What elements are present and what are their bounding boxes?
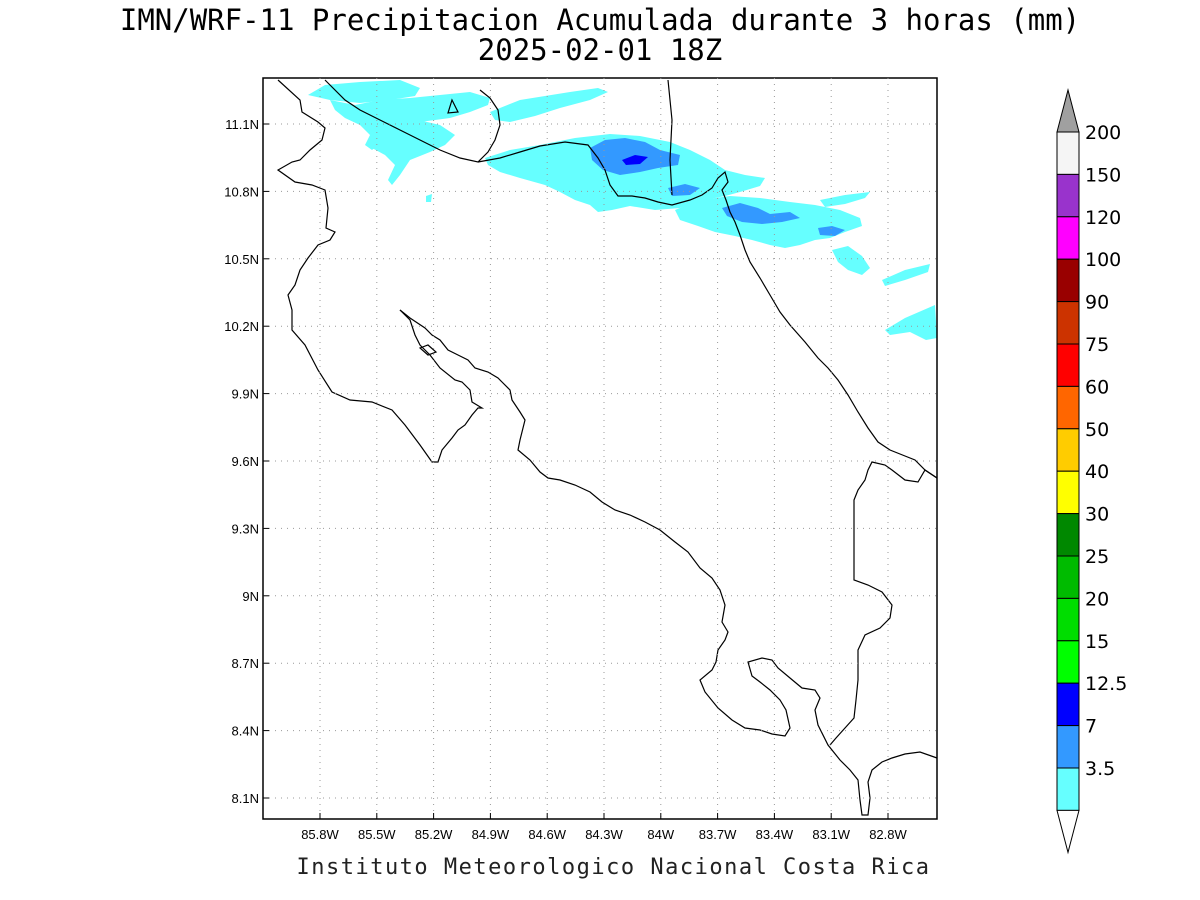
colorbar-label: 25 — [1085, 546, 1109, 568]
precip-area-light — [490, 88, 608, 122]
lon-tick-label: 85.2W — [415, 827, 453, 842]
colorbar-label: 3.5 — [1085, 758, 1115, 780]
colorbar-label: 7 — [1085, 716, 1097, 738]
colorbar-swatch — [1056, 343, 1080, 387]
lat-tick-label: 9.3N — [232, 521, 259, 536]
colorbar-swatch — [1056, 555, 1080, 599]
colorbar-label: 12.5 — [1085, 673, 1127, 695]
colorbar-label: 90 — [1085, 292, 1109, 314]
precip-area-light — [820, 192, 870, 207]
colorbar-label: 200 — [1085, 122, 1121, 144]
lon-tick-label: 85.5W — [358, 827, 396, 842]
precip-area-light — [882, 264, 930, 286]
colorbar-label: 120 — [1085, 207, 1121, 229]
precip-area-medium — [668, 184, 700, 196]
lat-tick-label: 10.5N — [224, 252, 259, 267]
lat-tick-label: 8.7N — [232, 656, 259, 671]
lon-tick-label: 84.9W — [472, 827, 510, 842]
colorbar-swatch — [1056, 385, 1080, 430]
map-frame — [262, 77, 938, 820]
colorbar-swatch — [1056, 725, 1080, 769]
precip-area-light — [885, 305, 937, 340]
colorbar-bottom-arrow — [1056, 809, 1080, 855]
colorbar-swatch — [1056, 682, 1080, 727]
lat-tick-label: 9.9N — [232, 387, 259, 402]
footer-credit: Instituto Meteorologico Nacional Costa R… — [296, 855, 931, 880]
lat-tick-label: 10.2N — [224, 319, 259, 334]
lon-tick-label: 84.6W — [528, 827, 566, 842]
colorbar-label: 40 — [1085, 461, 1109, 483]
precip-area-light — [372, 118, 455, 185]
latitude-axis: 11.1N 10.8N 10.5N 10.2N 9.9N 9.6N 9.3N 9N 8.7N 8.… — [224, 117, 269, 806]
colorbar-swatch — [1056, 131, 1080, 175]
lat-tick-label: 8.4N — [232, 724, 259, 739]
colorbar-swatch — [1056, 428, 1080, 472]
colorbar-swatch — [1056, 767, 1080, 811]
colorbar-swatch — [1056, 470, 1080, 515]
lat-tick-label: 9.6N — [232, 454, 259, 469]
coastline-outline — [276, 79, 938, 816]
colorbar-legend: 200 150 120 100 90 75 60 50 40 30 25 20 15 12.5 7 3.5 — [1056, 88, 1127, 855]
colorbar-swatch — [1056, 640, 1080, 684]
colorbar-label: 100 — [1085, 249, 1121, 271]
precip-area-medium — [722, 203, 800, 224]
precip-area-medium — [818, 226, 845, 236]
lat-tick-label: 9N — [242, 589, 259, 604]
colorbar-label: 15 — [1085, 631, 1109, 653]
map-subtitle-datetime: 2025-02-01 18Z — [477, 33, 723, 67]
colorbar-swatch — [1056, 597, 1080, 642]
colorbar-label: 20 — [1085, 588, 1109, 610]
colorbar-swatch — [1056, 173, 1080, 218]
precipitation-field — [308, 80, 937, 340]
lon-tick-label: 83.1W — [812, 827, 850, 842]
lon-tick-label: 84.3W — [585, 827, 623, 842]
lat-tick-label: 11.1N — [225, 117, 259, 132]
colorbar-swatch — [1056, 301, 1080, 345]
lon-tick-label: 83.4W — [756, 827, 794, 842]
colorbar-label: 150 — [1085, 164, 1121, 186]
lon-tick-label: 84W — [647, 827, 674, 842]
lon-tick-label: 82.8W — [869, 827, 907, 842]
lat-tick-label: 10.8N — [224, 184, 259, 199]
colorbar-label: 30 — [1085, 504, 1109, 526]
colorbar-swatch — [1056, 258, 1080, 303]
map-title: IMN/WRF-11 Precipitacion Acumulada duran… — [119, 3, 1081, 37]
colorbar-label: 75 — [1085, 334, 1109, 356]
precip-area-light — [308, 80, 420, 103]
colorbar-swatch — [1056, 216, 1080, 260]
lon-tick-label: 85.8W — [301, 827, 339, 842]
lat-tick-label: 8.1N — [232, 791, 259, 806]
lon-tick-label: 83.7W — [699, 827, 737, 842]
colorbar-top-arrow — [1056, 88, 1080, 133]
map-grid — [263, 78, 937, 819]
colorbar-label: 50 — [1085, 419, 1109, 441]
precip-area-light — [832, 246, 870, 275]
longitude-axis: 85.8W 85.5W 85.2W 84.9W 84.6W 84.3W 84W 83.7W 83… — [301, 813, 908, 842]
colorbar-label: 60 — [1085, 376, 1109, 398]
precip-area-heavy — [622, 155, 648, 165]
colorbar-swatch — [1056, 513, 1080, 557]
precip-area-light — [426, 194, 432, 202]
